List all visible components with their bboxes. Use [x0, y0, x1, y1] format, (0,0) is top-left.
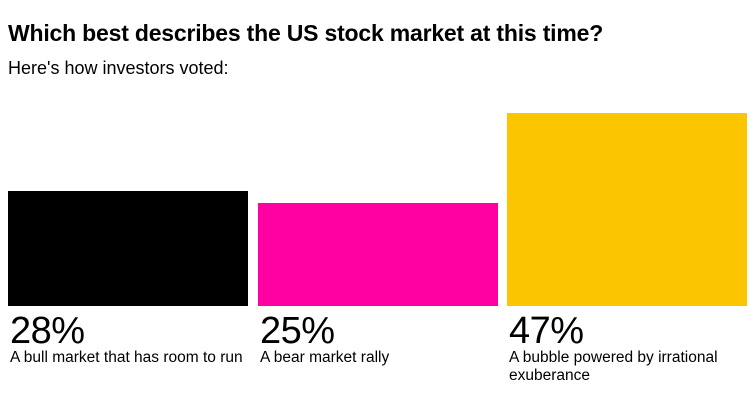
- bar-group: 28% A bull market that has room to run: [8, 0, 248, 400]
- value-label: 28%: [10, 310, 85, 352]
- category-label: A bubble powered by irrational exuberanc…: [509, 349, 718, 384]
- bar-group: 25% A bear market rally: [258, 0, 498, 400]
- bar: [8, 191, 248, 306]
- bar-group: 47% A bubble powered by irrational exuber…: [507, 0, 747, 400]
- category-label: A bull market that has room to run: [10, 349, 243, 366]
- category-label: A bear market rally: [260, 349, 390, 366]
- chart-title: Which best describes the US stock market…: [8, 20, 604, 46]
- chart-subtitle: Here's how investors voted:: [8, 58, 229, 78]
- value-label: 25%: [260, 310, 335, 352]
- value-label: 47%: [509, 310, 584, 352]
- bar: [507, 113, 747, 306]
- bar: [258, 203, 498, 306]
